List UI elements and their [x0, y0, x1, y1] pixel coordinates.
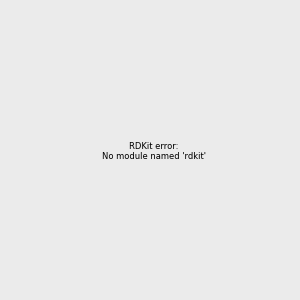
- Text: RDKit error:
No module named 'rdkit': RDKit error: No module named 'rdkit': [102, 142, 206, 161]
